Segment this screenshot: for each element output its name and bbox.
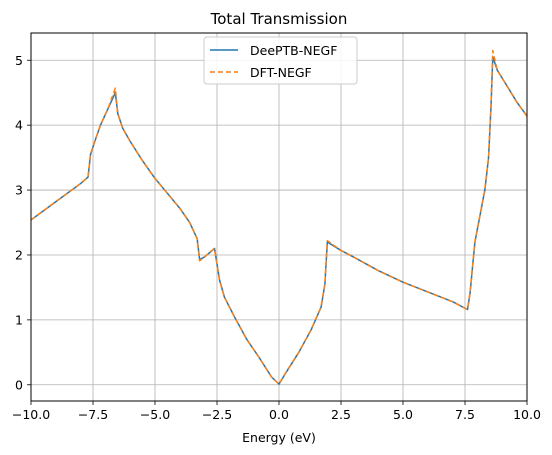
x-tick-label: 5.0	[393, 407, 413, 422]
x-tick-label: −10.0	[12, 407, 50, 422]
x-tick-label: −2.5	[202, 407, 232, 422]
legend-box	[203, 36, 358, 85]
chart-title: Total Transmission	[210, 10, 348, 28]
x-tick-label: 2.5	[331, 407, 351, 422]
x-axis-label: Energy (eV)	[242, 430, 316, 445]
x-tick-label: −5.0	[140, 407, 170, 422]
series-line-dft-negf	[30, 49, 528, 385]
x-tick-label: 0.0	[269, 407, 289, 422]
y-tick-label: 2	[15, 247, 23, 262]
x-tick-label: 7.5	[455, 407, 475, 422]
y-tick-label: 0	[15, 377, 23, 392]
y-tick-label: 4	[15, 118, 23, 133]
plot-lines	[30, 49, 528, 385]
legend: DeePTB-NEGF DFT-NEGF	[203, 36, 358, 85]
y-tick-label: 3	[15, 183, 23, 198]
y-tick-label: 5	[15, 53, 23, 68]
axis-ticks: −10.0 −7.5 −5.0 −2.5 0.0 2.5 5.0 7.5 10.0 0 1 2 3 4 5	[12, 53, 541, 422]
x-tick-label: 10.0	[513, 407, 541, 422]
y-tick-label: 1	[15, 312, 23, 327]
x-tick-label: −7.5	[78, 407, 108, 422]
grid	[30, 33, 528, 401]
legend-label-deeptb-negf: DeePTB-NEGF	[250, 43, 337, 58]
legend-label-dft-negf: DFT-NEGF	[250, 65, 312, 80]
